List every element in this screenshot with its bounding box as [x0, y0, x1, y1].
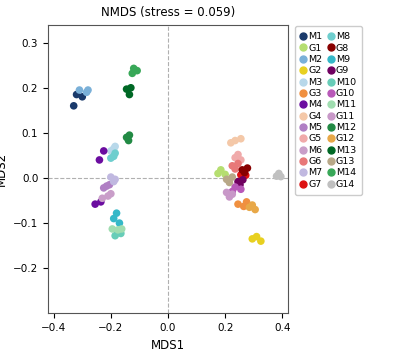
Point: [103, 183, 110, 189]
Point: [130, 65, 137, 71]
Point: [96, 157, 103, 163]
Point: [278, 174, 284, 180]
Point: [276, 171, 282, 176]
Point: [70, 103, 77, 109]
Title: NMDS (stress = 0.059): NMDS (stress = 0.059): [101, 6, 235, 19]
Point: [232, 166, 238, 172]
Point: [112, 144, 118, 149]
Point: [237, 182, 243, 188]
Point: [240, 177, 246, 183]
Y-axis label: MDS2: MDS2: [0, 152, 8, 186]
Point: [76, 87, 83, 93]
Point: [273, 174, 280, 179]
Point: [118, 226, 125, 232]
Point: [238, 187, 244, 192]
Point: [218, 167, 224, 173]
Point: [253, 234, 260, 239]
Point: [232, 155, 238, 161]
Point: [134, 68, 140, 74]
Legend: M1, G1, M2, G2, M3, G3, M4, G4, M5, G5, M6, G6, M7, G7, M8, G8, M9, G9, M10, G10: M1, G1, M2, G2, M3, G3, M4, G4, M5, G5, …: [295, 26, 362, 195]
Point: [108, 148, 114, 154]
Point: [215, 171, 221, 176]
X-axis label: MDS1: MDS1: [151, 339, 185, 352]
Point: [126, 92, 133, 98]
Point: [235, 201, 241, 207]
Point: [112, 150, 118, 156]
Point: [252, 207, 258, 212]
Point: [108, 155, 114, 161]
Point: [113, 210, 120, 216]
Point: [105, 193, 111, 199]
Point: [125, 138, 132, 143]
Point: [92, 201, 98, 207]
Point: [112, 176, 118, 182]
Point: [246, 205, 253, 210]
Point: [112, 233, 118, 239]
Point: [126, 132, 133, 138]
Point: [229, 189, 236, 194]
Point: [232, 138, 238, 143]
Point: [223, 176, 230, 182]
Point: [229, 191, 236, 197]
Point: [85, 87, 91, 93]
Point: [98, 199, 104, 205]
Point: [240, 170, 247, 175]
Point: [99, 195, 106, 201]
Point: [108, 174, 114, 180]
Point: [240, 203, 247, 209]
Point: [258, 238, 264, 244]
Point: [228, 140, 234, 146]
Point: [129, 70, 136, 76]
Point: [235, 161, 241, 166]
Point: [235, 179, 241, 184]
Point: [128, 85, 134, 90]
Point: [242, 172, 249, 178]
Point: [226, 194, 233, 200]
Point: [238, 172, 244, 178]
Point: [229, 163, 236, 169]
Point: [115, 228, 121, 234]
Point: [100, 148, 107, 154]
Point: [222, 171, 228, 177]
Point: [116, 220, 123, 226]
Point: [106, 182, 113, 188]
Point: [79, 94, 86, 100]
Point: [108, 191, 114, 196]
Point: [235, 152, 241, 157]
Point: [226, 180, 233, 185]
Point: [243, 199, 250, 205]
Point: [100, 185, 107, 191]
Point: [223, 190, 230, 195]
Point: [238, 157, 244, 163]
Point: [110, 179, 117, 184]
Point: [229, 174, 236, 180]
Point: [83, 89, 90, 95]
Point: [73, 92, 80, 98]
Point: [239, 167, 246, 173]
Point: [123, 134, 130, 140]
Point: [110, 146, 117, 151]
Point: [115, 227, 121, 233]
Point: [249, 202, 256, 208]
Point: [123, 86, 130, 92]
Point: [241, 170, 248, 175]
Point: [249, 236, 256, 242]
Point: [232, 184, 238, 190]
Point: [110, 216, 117, 221]
Point: [238, 136, 244, 142]
Point: [244, 165, 251, 171]
Point: [110, 153, 117, 159]
Point: [109, 226, 116, 232]
Point: [118, 231, 124, 236]
